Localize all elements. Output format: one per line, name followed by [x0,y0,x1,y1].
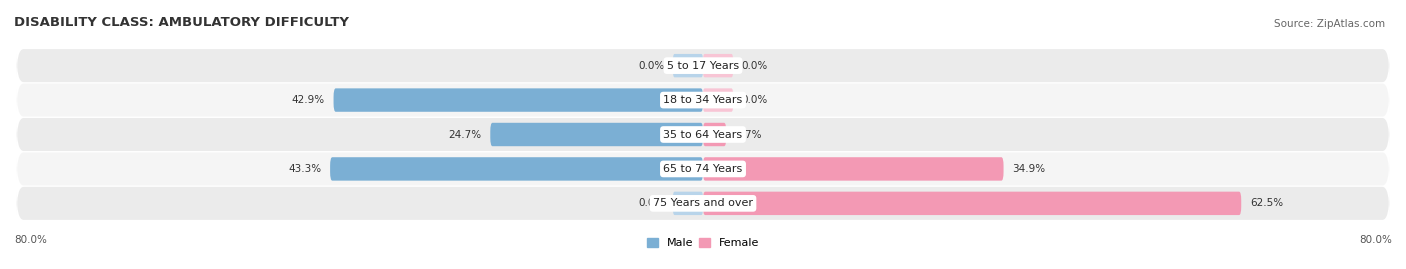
Text: 35 to 64 Years: 35 to 64 Years [664,129,742,140]
Text: 0.0%: 0.0% [742,95,768,105]
Text: 62.5%: 62.5% [1250,198,1282,208]
FancyBboxPatch shape [703,123,727,146]
Text: 18 to 34 Years: 18 to 34 Years [664,95,742,105]
FancyBboxPatch shape [17,118,1389,151]
FancyBboxPatch shape [333,88,703,112]
FancyBboxPatch shape [491,123,703,146]
Text: 0.0%: 0.0% [638,198,664,208]
Text: 34.9%: 34.9% [1012,164,1045,174]
Text: 2.7%: 2.7% [735,129,762,140]
FancyBboxPatch shape [17,187,1389,220]
Text: 24.7%: 24.7% [449,129,482,140]
Text: 80.0%: 80.0% [1360,235,1392,245]
FancyBboxPatch shape [703,192,1241,215]
FancyBboxPatch shape [703,157,1004,181]
FancyBboxPatch shape [17,84,1389,116]
FancyBboxPatch shape [17,49,1389,82]
Text: 42.9%: 42.9% [292,95,325,105]
Text: 75 Years and over: 75 Years and over [652,198,754,208]
FancyBboxPatch shape [17,153,1389,185]
Text: 65 to 74 Years: 65 to 74 Years [664,164,742,174]
Text: 0.0%: 0.0% [638,61,664,71]
FancyBboxPatch shape [673,192,703,215]
FancyBboxPatch shape [703,88,733,112]
Legend: Male, Female: Male, Female [643,233,763,253]
Text: 43.3%: 43.3% [288,164,322,174]
Text: 80.0%: 80.0% [14,235,46,245]
Text: DISABILITY CLASS: AMBULATORY DIFFICULTY: DISABILITY CLASS: AMBULATORY DIFFICULTY [14,16,349,30]
Text: 5 to 17 Years: 5 to 17 Years [666,61,740,71]
FancyBboxPatch shape [330,157,703,181]
FancyBboxPatch shape [673,54,703,77]
FancyBboxPatch shape [703,54,733,77]
Text: 0.0%: 0.0% [742,61,768,71]
Text: Source: ZipAtlas.com: Source: ZipAtlas.com [1274,19,1385,29]
